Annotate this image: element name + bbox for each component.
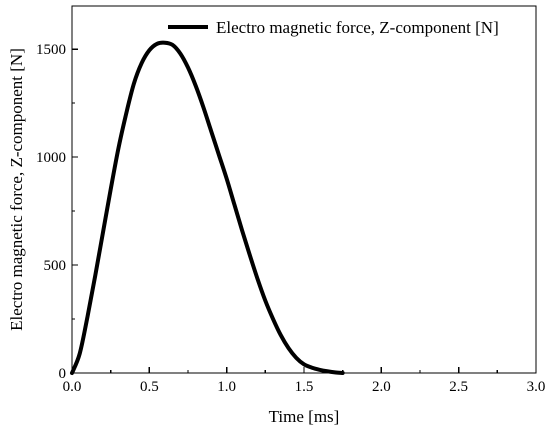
y-tick-label: 0 xyxy=(59,366,67,382)
x-tick-label: 0.0 xyxy=(63,379,82,395)
legend-label: Electro magnetic force, Z-component [N] xyxy=(216,18,499,37)
x-tick-label: 1.0 xyxy=(217,379,236,395)
x-tick-label: 0.5 xyxy=(140,379,159,395)
y-axis-title: Electro magnetic force, Z-component [N] xyxy=(7,48,26,331)
ticks: 0.0 0.5 1.0 1.5 2.0 2.5 3.0 0 500 1000 1500 xyxy=(36,42,545,395)
series-line xyxy=(70,40,345,375)
series-group xyxy=(70,40,345,375)
x-tick-label: 3.0 xyxy=(527,379,546,395)
y-tick-label: 1500 xyxy=(36,42,66,58)
legend: Electro magnetic force, Z-component [N] xyxy=(168,18,499,37)
x-tick-label: 2.0 xyxy=(372,379,391,395)
y-tick-label: 1000 xyxy=(36,150,66,166)
x-tick-label: 2.5 xyxy=(449,379,468,395)
x-tick-label: 1.5 xyxy=(295,379,314,395)
y-tick-label: 500 xyxy=(44,258,67,274)
x-axis-title: Time [ms] xyxy=(269,407,340,426)
